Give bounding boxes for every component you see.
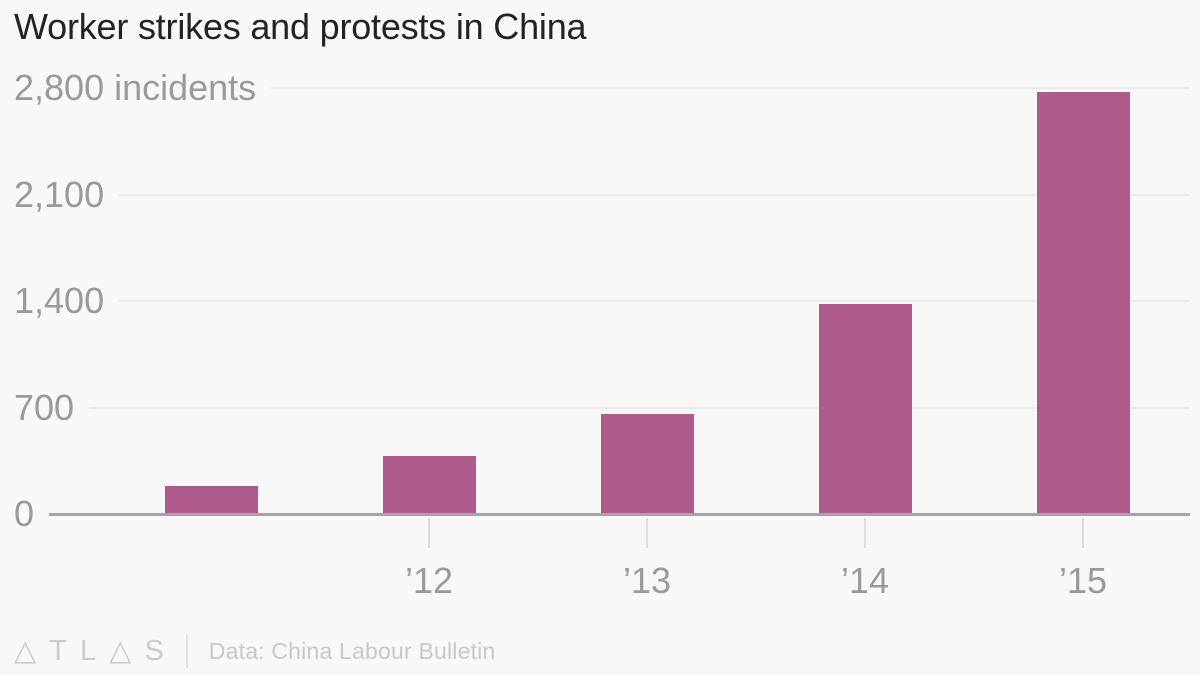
footer: △TL△S Data: China Labour Bulletin	[14, 629, 496, 673]
bar-unlabeled	[164, 485, 258, 514]
x-axis-line	[49, 512, 1190, 516]
y-axis-row: 2,100	[14, 173, 1190, 217]
y-axis-row: 700	[14, 386, 1190, 430]
y-tick-label: 2,800 incidents	[14, 67, 257, 108]
footer-separator	[185, 634, 188, 668]
y-axis-row: 1,400	[14, 279, 1190, 323]
x-tick-label: ’15	[1058, 560, 1108, 601]
gridline	[89, 406, 1190, 409]
gridline	[119, 193, 1190, 196]
y-tick-label: 2,100	[14, 173, 105, 215]
atlas-logo: △TL△S	[14, 634, 177, 667]
x-tick	[646, 518, 648, 548]
y-axis-row: 2,800 incidents	[14, 66, 1190, 110]
x-tick	[428, 518, 430, 548]
x-tick	[1082, 518, 1084, 548]
y-axis-row: 0	[14, 492, 1190, 536]
bar-15	[1036, 91, 1130, 514]
gridline	[119, 300, 1190, 302]
bar-12	[382, 455, 476, 514]
y-tick-label: 1,400	[14, 280, 105, 321]
gridline	[271, 87, 1190, 89]
x-tick-label: ’14	[840, 560, 890, 601]
bar-13	[600, 414, 694, 514]
y-tick-label: 700	[14, 386, 75, 428]
chart-title: Worker strikes and protests in China	[14, 6, 587, 47]
x-tick-label: ’12	[404, 560, 454, 601]
x-tick	[864, 518, 866, 548]
x-tick-label: ’13	[622, 560, 672, 601]
y-tick-label: 0	[14, 493, 35, 534]
bar-14	[818, 304, 912, 514]
data-source: Data: China Labour Bulletin	[208, 637, 496, 664]
